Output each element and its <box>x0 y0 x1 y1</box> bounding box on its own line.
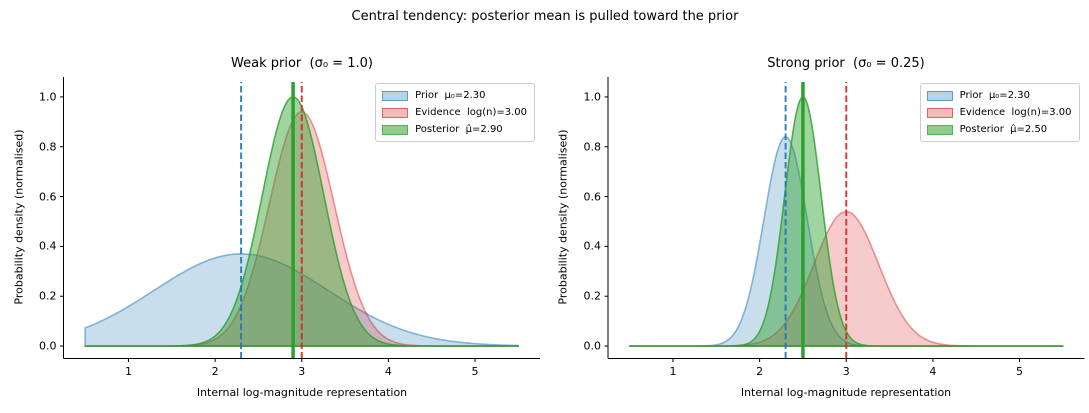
legend-entry-posterior: Posterior μ̂=2.90 <box>382 122 527 137</box>
y-axis-label-right: Probability density (normalised) <box>556 129 570 305</box>
y-axis-label-left: Probability density (normalised) <box>12 129 26 305</box>
legend-label-evidence: Evidence log(n)=3.00 <box>959 107 1072 118</box>
legend-label-posterior: Posterior μ̂=2.50 <box>959 124 1048 135</box>
legend-swatch-posterior <box>926 124 953 135</box>
figure-title: Central tendency: posterior mean is pull… <box>351 9 739 24</box>
legend-swatch-evidence <box>926 107 953 118</box>
x-axis-label-right: Internal log-magnitude representation <box>740 386 952 399</box>
legend-entry-posterior: Posterior μ̂=2.50 <box>926 122 1072 137</box>
subplot-weak-prior-title: Weak prior (σ₀ = 1.0) <box>231 56 373 71</box>
subplot-weak-prior <box>60 77 540 362</box>
legend-swatch-prior <box>382 90 409 101</box>
legend-entry-prior: Prior μ₀=2.30 <box>926 88 1072 103</box>
subplot-strong-prior <box>604 77 1085 362</box>
legend: Prior μ₀=2.30 Evidence log(n)=3.00 Posteri… <box>919 83 1080 142</box>
legend-label-prior: Prior μ₀=2.30 <box>959 90 1030 101</box>
legend-entry-prior: Prior μ₀=2.30 <box>382 88 527 103</box>
legend: Prior μ₀=2.30 Evidence log(n)=3.00 Posteri… <box>375 83 535 142</box>
subplot-strong-prior-title: Strong prior (σ₀ = 0.25) <box>767 56 925 71</box>
legend-label-evidence: Evidence log(n)=3.00 <box>415 107 527 118</box>
posterior-curve <box>628 96 1064 347</box>
legend-label-prior: Prior μ₀=2.30 <box>415 90 486 101</box>
x-axis-label-left: Internal log-magnitude representation <box>196 386 408 399</box>
legend-swatch-evidence <box>382 107 409 118</box>
legend-entry-evidence: Evidence log(n)=3.00 <box>926 105 1072 120</box>
legend-swatch-prior <box>926 90 953 101</box>
legend-label-posterior: Posterior μ̂=2.90 <box>415 124 503 135</box>
legend-swatch-posterior <box>382 124 409 135</box>
legend-entry-evidence: Evidence log(n)=3.00 <box>382 105 527 120</box>
